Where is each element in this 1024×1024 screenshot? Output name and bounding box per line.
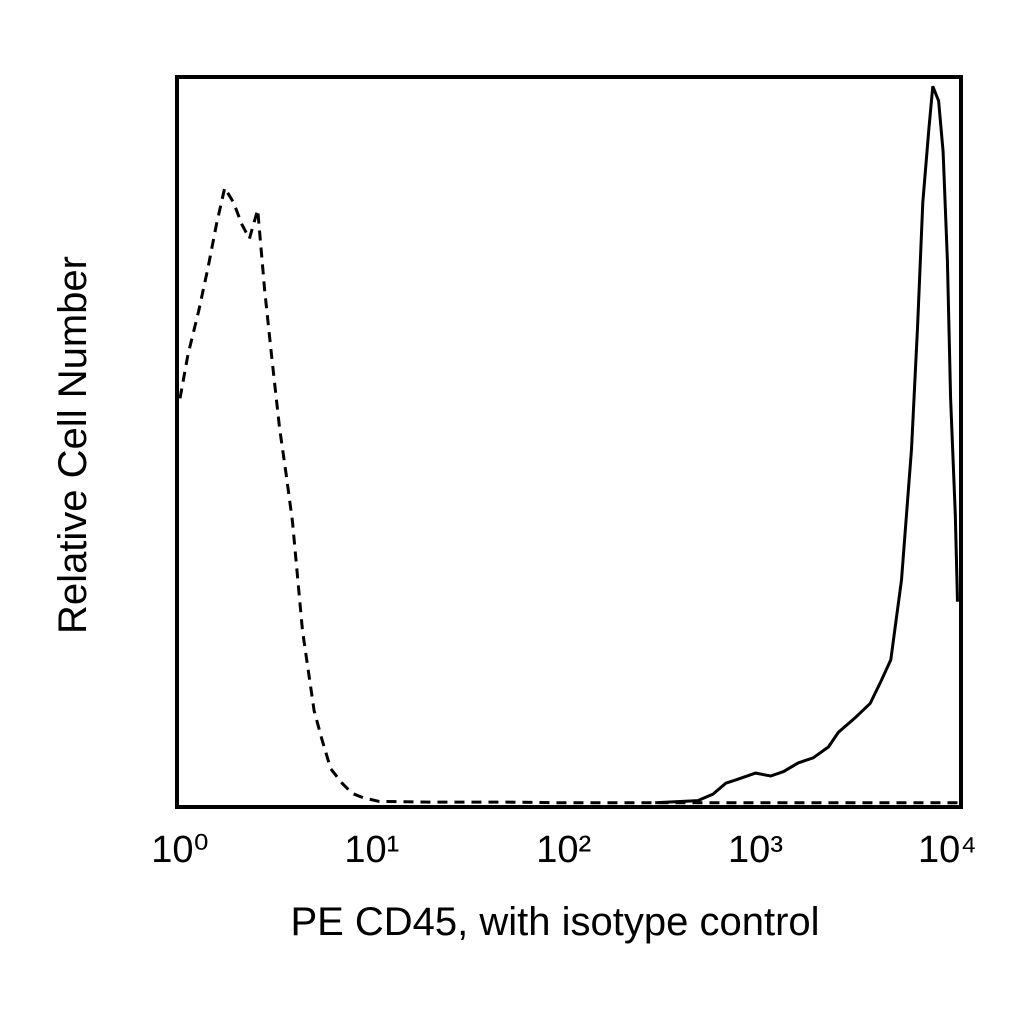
y-axis-label: Relative Cell Number xyxy=(51,256,95,634)
x-axis-label: PE CD45, with isotype control xyxy=(290,900,819,944)
x-tick-label: 10¹ xyxy=(344,829,399,871)
x-tick-label: 10³ xyxy=(728,829,783,871)
x-tick-label: 10⁴ xyxy=(918,829,977,871)
x-tick-label: 10² xyxy=(536,829,591,871)
plot-frame xyxy=(175,75,963,809)
x-tick-label: 10⁰ xyxy=(151,829,209,871)
histogram-line xyxy=(178,183,958,805)
histogram-line xyxy=(655,85,959,805)
